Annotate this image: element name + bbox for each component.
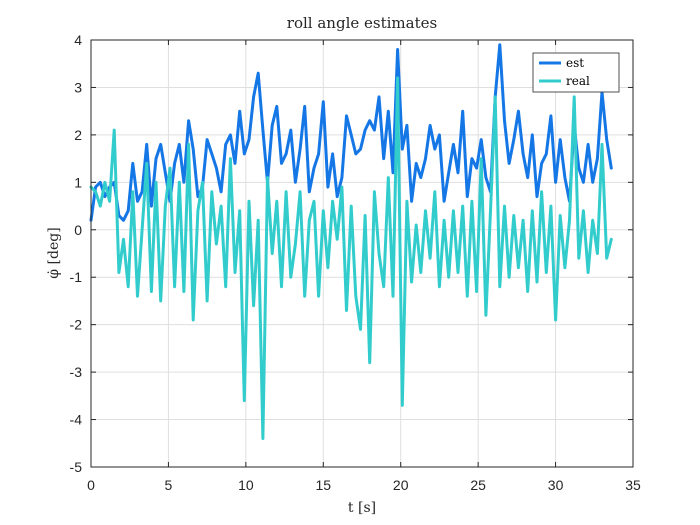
series-line-real bbox=[89, 76, 613, 440]
legend-label-real: real bbox=[566, 74, 590, 88]
y-tick-label: -4 bbox=[70, 412, 83, 428]
x-tick-label: 10 bbox=[238, 477, 254, 493]
legend-box bbox=[532, 52, 620, 93]
y-axis-label: φ̇ [deg] bbox=[46, 227, 62, 278]
y-tick-label: 2 bbox=[74, 127, 82, 143]
x-axis-label: t [s] bbox=[348, 500, 376, 516]
x-tick-label: 20 bbox=[393, 477, 409, 493]
axes-box bbox=[90, 39, 634, 468]
y-tick-label: 0 bbox=[74, 222, 82, 238]
x-tick-label: 30 bbox=[548, 477, 564, 493]
y-tick-label: 3 bbox=[74, 79, 82, 95]
y-tick-label: 4 bbox=[74, 32, 82, 48]
x-tick-label: 25 bbox=[470, 477, 486, 493]
chart-title: roll angle estimates bbox=[287, 14, 437, 32]
x-tick-label: 5 bbox=[165, 477, 173, 493]
y-tick-label: -3 bbox=[70, 364, 83, 380]
x-tick-label: 35 bbox=[625, 477, 641, 493]
legend: est real bbox=[532, 52, 620, 93]
x-tick-label: 0 bbox=[87, 477, 95, 493]
y-tick-label: -2 bbox=[70, 317, 83, 333]
series-line-est bbox=[89, 43, 613, 222]
legend-label-est: est bbox=[566, 56, 584, 70]
y-tick-label: -1 bbox=[70, 269, 83, 285]
series-group bbox=[89, 43, 613, 440]
y-tick-label: 1 bbox=[74, 174, 82, 190]
y-tick-label: -5 bbox=[70, 459, 83, 475]
ticks: 0 5 10 15 20 25 30 35 -5 -4 -3 -2 -1 0 1 2 3 4 bbox=[70, 32, 641, 493]
x-tick-label: 15 bbox=[315, 477, 331, 493]
